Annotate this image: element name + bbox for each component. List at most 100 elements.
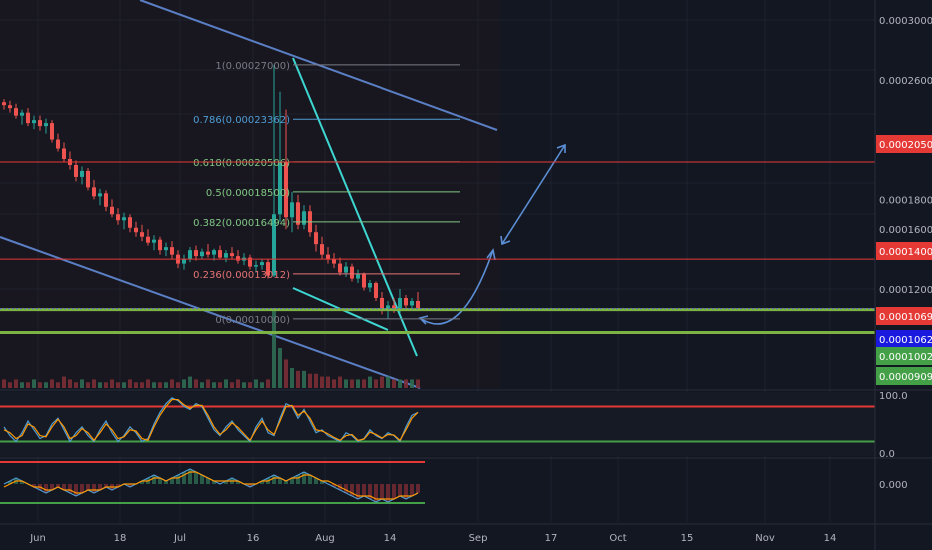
candle-body [116,214,120,221]
volume-bar [116,382,120,388]
volume-bar [338,376,342,388]
macd-histogram-bar [374,484,378,502]
volume-bar [212,382,216,388]
macd-histogram-bar [302,472,306,484]
volume-bar [398,379,402,388]
candle-body [386,305,390,310]
candle-body [218,250,222,258]
time-tick-label: Sep [469,533,488,544]
candle-body [188,250,192,260]
candle-body [254,265,258,267]
volume-bar [176,382,180,388]
macd-histogram-bar [182,472,186,484]
cyan-trend-line[interactable] [292,57,418,357]
volume-bar [386,376,390,388]
volume-bar [170,379,174,388]
volume-bar [374,379,378,388]
volume-bar [146,379,150,388]
candle-body [278,161,282,215]
volume-bar [416,379,420,388]
volume-bar [104,382,108,388]
time-tick-label: Jun [29,533,46,544]
stoch-background [0,392,875,456]
time-tick-label: 16 [247,533,260,544]
horizontal-lines[interactable] [0,161,875,334]
volume-bar [218,382,222,388]
macd-histogram-bar [44,484,48,493]
candle-body [92,187,96,197]
candle-body [194,250,198,257]
fib-level-label: 1(0.00027000) [215,61,290,72]
macd-histogram-bar [74,484,78,496]
candle-body [416,300,420,309]
macd-histogram-bar [8,481,12,484]
candlesticks [2,64,420,319]
macd-histogram-bar [158,478,162,484]
fibonacci-retracement[interactable]: 1(0.00027000) 0.786(0.00023362) 0.618(0.00… [193,61,460,326]
macd-histogram-bar [398,484,402,496]
volume-bar [80,379,84,388]
volume-bar [2,379,6,388]
time-tick-label: 14 [384,533,397,544]
volume-bar [362,379,366,388]
arrow-head [556,143,566,153]
candle-body [206,251,210,255]
volume-bar [50,379,54,388]
candle-body [128,217,132,228]
macd-histogram-bar [314,478,318,484]
macd-histogram-bar [386,484,390,502]
macd-histogram-bar [278,478,282,484]
candle-body [290,202,294,218]
candle-body [134,227,138,233]
candle-body [212,250,216,255]
candle-body [146,236,150,243]
volume-bar [332,379,336,388]
volume-bar [320,376,324,388]
price-tag[interactable] [876,367,932,385]
candle-body [224,253,228,258]
macd-histogram-bar [212,481,216,484]
macd-histogram-bar [68,484,72,493]
lower-channel-line[interactable] [0,236,421,389]
arrow-head [500,235,511,246]
macd-histogram-bar [62,484,66,490]
price-tag[interactable] [876,135,932,153]
candle-body [26,112,30,124]
candle-body [74,164,78,177]
candle-body [98,193,102,197]
volume-bar [230,382,234,388]
macd-line [3,471,419,500]
macd-histogram-bar [284,481,288,484]
price-tag-label: 0.00010622 [879,335,932,346]
candle-body [404,297,408,306]
price-tag[interactable] [876,347,932,365]
macd-histogram-bar [164,481,168,484]
volume-bar [8,382,12,388]
volume-bar [404,379,408,388]
projection-curve-arrow[interactable] [419,249,494,325]
price-axis[interactable]: 0.000300000.000260000.000220000.00018000… [876,16,932,385]
price-tag[interactable] [876,242,932,260]
volume-bar [152,382,156,388]
price-tag[interactable] [876,307,932,325]
macd-histogram-bar [200,475,204,484]
macd-histogram-bar [350,484,354,496]
macd-histogram-bar [260,481,264,484]
time-tick-label: Jul [173,533,186,544]
fib-level-label: 0.236(0.00013012) [193,270,290,281]
candle-body [122,217,126,221]
volume-bar [158,382,162,388]
macd-histogram-bar [404,484,408,499]
volume-bar [200,382,204,388]
volume-bar [74,382,78,388]
volume-bar [248,382,252,388]
volume-bar [56,382,60,388]
candle-body [344,266,348,273]
volume-bar [134,382,138,388]
price-tag[interactable] [876,330,932,348]
time-axis[interactable]: Jun 18 Jul 16 Aug 14 Sep 17 Oct 15 Nov 14 [29,533,836,544]
volume-bar [44,382,48,388]
